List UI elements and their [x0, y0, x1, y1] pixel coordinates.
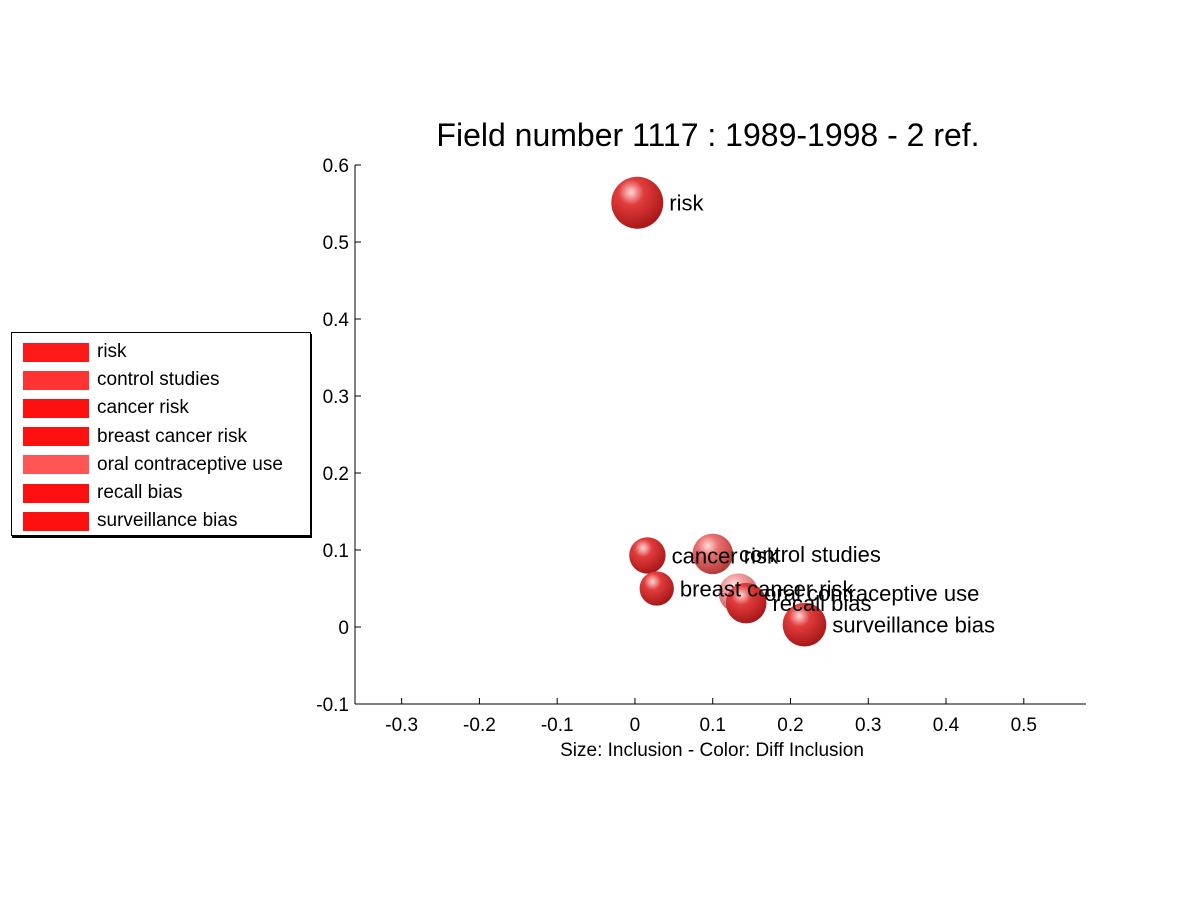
legend-label: oral contraceptive use [97, 453, 283, 475]
bubble-point [692, 533, 734, 575]
chart-title: Field number 1117 : 1989-1998 - 2 ref. [436, 117, 979, 153]
x-tick-label: -0.2 [463, 715, 496, 736]
bubble-label: recall bias [772, 591, 871, 616]
legend-label: breast cancer risk [97, 425, 247, 447]
legend-item: control studies [23, 369, 220, 391]
bubble-point [725, 582, 767, 624]
y-tick-label: 0.2 [323, 464, 349, 485]
legend-swatch [23, 398, 89, 418]
legend-swatch [23, 427, 89, 447]
x-tick-label: 0.1 [700, 715, 726, 736]
x-tick-label: 0.5 [1011, 715, 1037, 736]
y-tick-label: 0.6 [323, 156, 349, 177]
legend-item: cancer risk [23, 397, 189, 419]
bubble-label: control studies [739, 542, 881, 567]
legend-label: risk [97, 341, 127, 362]
bubble-label: breast cancer risk [680, 577, 855, 602]
bubble-label: cancer risk [672, 543, 779, 568]
legend-swatch [23, 511, 89, 531]
legend-item: breast cancer risk [23, 426, 247, 448]
x-tick-label: 0.3 [855, 715, 881, 736]
bubble-label: risk [669, 191, 704, 216]
legend-item: risk [23, 341, 127, 363]
legend: risk control studies cancer risk breast can… [11, 332, 311, 536]
x-ticks: -0.3 -0.2 -0.1 0 0.1 0.2 0.3 0.4 0.5 [385, 698, 1037, 736]
x-tick-label: 0 [630, 715, 641, 736]
legend-item: surveillance bias [23, 510, 237, 532]
y-tick-label: -0.1 [316, 695, 349, 716]
bubble-point [629, 537, 666, 574]
y-ticks: -0.1 0 0.1 0.2 0.3 0.4 0.5 0.6 [316, 156, 361, 716]
legend-swatch [23, 370, 89, 390]
axes [354, 165, 1086, 705]
x-tick-label: 0.4 [933, 715, 960, 736]
x-tick-label: 0.2 [777, 715, 803, 736]
bubble-point [639, 571, 674, 606]
x-tick-label: -0.3 [385, 715, 418, 736]
legend-swatch [23, 483, 89, 503]
legend-swatch [23, 455, 89, 475]
x-tick-label: -0.1 [541, 715, 574, 736]
y-tick-label: 0.3 [323, 387, 349, 408]
y-tick-label: 0 [338, 618, 349, 639]
legend-swatch [23, 342, 89, 362]
bubble-point [611, 176, 664, 229]
bubble-label: oral contraceptive use [764, 581, 979, 606]
legend-item: oral contraceptive use [23, 454, 283, 476]
bubbles [611, 176, 827, 647]
y-tick-label: 0.4 [323, 310, 350, 331]
bubble-label: surveillance bias [832, 613, 995, 638]
bubble-point [782, 602, 827, 647]
legend-label: cancer risk [97, 397, 189, 419]
legend-label: control studies [97, 369, 220, 391]
legend-item: recall bias [23, 482, 183, 504]
x-axis-label: Size: Inclusion - Color: Diff Inclusion [560, 740, 864, 761]
legend-label: recall bias [97, 482, 183, 503]
legend-label: surveillance bias [97, 510, 238, 532]
y-tick-label: 0.1 [323, 541, 349, 562]
y-tick-label: 0.5 [323, 233, 349, 254]
